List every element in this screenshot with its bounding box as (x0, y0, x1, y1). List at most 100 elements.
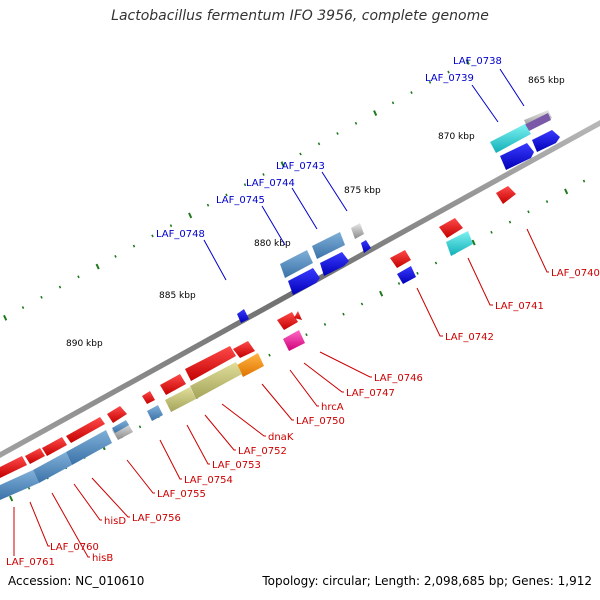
forward-genes (280, 110, 552, 278)
scale-dot (360, 302, 364, 306)
label-dnak: dnaK (268, 432, 294, 443)
scale-dot (336, 132, 339, 135)
forward-genes-inner (237, 130, 560, 323)
scale-dot (527, 210, 530, 214)
scale-dot (391, 101, 395, 105)
gene-laf0742b (397, 266, 416, 284)
gene-dnak (185, 346, 236, 381)
gene-laf0746 (277, 312, 298, 330)
scale-dot (188, 212, 193, 219)
scale-dot (206, 203, 210, 207)
gene-laf0753 (160, 374, 186, 395)
gene-laf0744 (312, 232, 345, 259)
gene-hrca (233, 341, 255, 358)
scale-dot (299, 152, 302, 156)
scale-dot (582, 179, 586, 183)
gene-laf0743 (351, 223, 364, 239)
label-hisd: hisD (104, 516, 126, 527)
scale-dot (77, 275, 80, 279)
scale-dot (243, 183, 247, 187)
scale-dot (373, 110, 378, 117)
accession-text: Accession: NC_010610 (8, 574, 145, 588)
scale-dot (95, 263, 100, 270)
scale-dot (342, 312, 345, 316)
scale-label-870: 870 kbp (438, 132, 475, 142)
gene-hisd (66, 417, 105, 443)
scale-labels: 865 kbp 870 kbp 875 kbp 880 kbp 885 kbp … (66, 76, 565, 349)
reverse-labels: LAF_0740 LAF_0741 LAF_0742 LAF_0746 LAF_… (6, 268, 600, 568)
gene-laf0748 (237, 309, 249, 323)
gene-laf0745 (280, 250, 313, 278)
gene-laf0741b (446, 231, 473, 256)
gene-laf0756 (107, 406, 127, 423)
gene-laf0752 (190, 362, 242, 399)
scale-label-865: 865 kbp (528, 76, 565, 86)
gene-laf0756c (112, 420, 129, 433)
label-laf0739: LAF_0739 (425, 73, 474, 84)
label-laf0744: LAF_0744 (246, 178, 295, 189)
scale-dot (428, 80, 432, 84)
scale-label-885: 885 kbp (159, 291, 196, 301)
scale-dot (416, 271, 419, 275)
label-hisb: hisB (92, 553, 113, 564)
gene-hisd-b (66, 430, 112, 465)
scale-dot (280, 161, 285, 168)
gene-laf0750 (237, 353, 264, 377)
gene-laf0761b (0, 456, 27, 478)
gene-laf0746b (294, 311, 302, 320)
label-laf0750: LAF_0750 (296, 416, 345, 427)
scale-dot (151, 234, 154, 238)
gene-blue-2 (532, 130, 560, 152)
scale-dot (268, 353, 271, 357)
label-laf0747: LAF_0747 (346, 388, 395, 399)
topology-summary: Topology: circular; Length: 2,098,685 bp… (262, 574, 592, 588)
label-laf0742: LAF_0742 (445, 332, 494, 343)
gene-blue-4 (320, 252, 349, 276)
forward-labels: LAF_0738 LAF_0739 LAF_0743 LAF_0744 LAF_… (156, 56, 502, 240)
label-hrca: hrcA (321, 402, 344, 413)
scale-dot (40, 295, 43, 299)
label-laf0741: LAF_0741 (495, 301, 544, 312)
map-title: Lactobacillus fermentum IFO 3956, comple… (111, 8, 489, 24)
scale-dot (305, 333, 308, 337)
scale-dot (471, 239, 476, 246)
scale-dot (138, 425, 142, 429)
gene-laf0741 (439, 218, 463, 238)
label-laf0756: LAF_0756 (132, 513, 181, 524)
scale-dot (58, 285, 62, 289)
gene-laf0756b (112, 422, 133, 440)
scale-dot (354, 121, 358, 125)
gene-laf0738b (522, 113, 551, 133)
gene-laf0740 (496, 186, 516, 204)
label-laf0761: LAF_0761 (6, 557, 55, 568)
scale-dot (465, 58, 470, 65)
forward-leader-lines (203, 68, 525, 281)
gene-laf0760b (25, 448, 45, 464)
scale-dot (410, 91, 413, 95)
label-laf0753: LAF_0753 (212, 460, 261, 471)
gene-laf0739 (490, 124, 531, 153)
label-laf0743: LAF_0743 (276, 161, 325, 172)
gene-laf0755 (142, 391, 155, 404)
scale-dot (323, 322, 327, 326)
label-laf0754: LAF_0754 (184, 475, 233, 486)
scale-label-880: 880 kbp (254, 239, 291, 249)
scale-dot (447, 70, 450, 74)
label-laf0745: LAF_0745 (216, 195, 265, 206)
label-laf0746: LAF_0746 (374, 373, 423, 384)
scale-dot (3, 314, 8, 321)
label-laf0738: LAF_0738 (453, 56, 502, 67)
scale-dot (508, 220, 512, 224)
scale-dot (262, 173, 265, 176)
gene-laf0742 (390, 250, 411, 268)
scale-dot (545, 200, 549, 204)
reverse-genes (0, 186, 516, 500)
scale-dot (434, 261, 438, 265)
scale-label-875: 875 kbp (344, 186, 381, 196)
scale-dot (9, 495, 14, 502)
gene-blue-3 (361, 240, 371, 253)
scale-dot (132, 244, 136, 248)
label-laf0752: LAF_0752 (238, 446, 287, 457)
gene-laf0760 (33, 452, 72, 483)
